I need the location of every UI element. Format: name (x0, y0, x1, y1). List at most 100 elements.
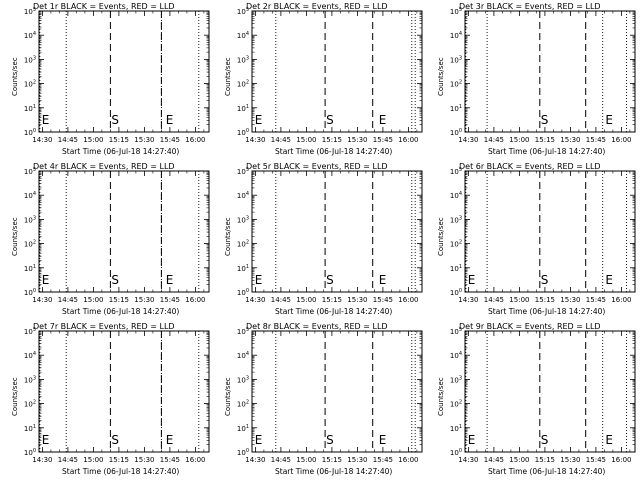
chart-panel: 100 101 102 103 104 105 14:30 14:45 15:00 15:15 15… (0, 0, 213, 160)
x-tick-label: 15:00 (83, 136, 103, 144)
y-tick-label: 102 (450, 400, 462, 409)
y-tick-label: 104 (237, 191, 249, 200)
panel-title: Det 5r BLACK = Events, RED = LLD (246, 162, 388, 171)
y-tick-label: 101 (24, 264, 36, 273)
x-axis-title: Start Time (06-Jul-18 14:27:40) (62, 147, 180, 156)
y-tick-label: 100 (24, 128, 36, 137)
x-tick-label: 16:00 (185, 296, 205, 304)
x-tick-label: 16:00 (398, 136, 418, 144)
y-axis-title: Counts/sec (11, 377, 19, 416)
y-tick-label: 104 (450, 351, 462, 360)
y-tick-label: 101 (450, 264, 462, 273)
x-axis-title: Start Time (06-Jul-18 14:27:40) (275, 467, 393, 476)
x-tick-label: 14:45 (58, 456, 78, 464)
y-tick-label: 103 (237, 55, 249, 64)
x-tick-label: 15:15 (322, 296, 342, 304)
end-marker-label: E (379, 113, 387, 127)
y-tick-label: 102 (24, 240, 36, 249)
y-tick-label: 101 (24, 104, 36, 113)
y-tick-label: 102 (237, 400, 249, 409)
x-tick-label: 14:30 (32, 296, 52, 304)
x-tick-label: 15:30 (347, 296, 367, 304)
x-tick-label: 15:15 (109, 456, 129, 464)
start-marker-label: S (111, 273, 119, 287)
x-tick-label: 15:15 (535, 296, 555, 304)
panel-title: Det 7r BLACK = Events, RED = LLD (33, 322, 175, 331)
plot-area: 100 101 102 103 104 105 14:30 14:45 15:00 15:15 15… (450, 7, 636, 144)
y-tick-label: 105 (450, 167, 462, 176)
plot-area: 100 101 102 103 104 105 14:30 14:45 15:00 15:15 15… (24, 167, 210, 304)
y-tick-label: 101 (450, 424, 462, 433)
y-tick-label: 105 (24, 167, 36, 176)
x-tick-label: 14:45 (58, 296, 78, 304)
start-marker-label: S (111, 113, 119, 127)
x-tick-label: 14:45 (271, 456, 291, 464)
panel-title: Det 3r BLACK = Events, RED = LLD (459, 2, 601, 11)
y-axis-title: Counts/sec (11, 217, 19, 256)
y-tick-label: 104 (24, 351, 36, 360)
y-tick-label: 101 (237, 264, 249, 273)
x-tick-label: 15:45 (373, 456, 393, 464)
x-tick-label: 15:30 (134, 296, 154, 304)
x-tick-label: 15:30 (560, 136, 580, 144)
start-marker-label: S (326, 273, 334, 287)
plot-frame (464, 10, 636, 133)
x-tick-label: 15:30 (560, 296, 580, 304)
y-tick-label: 104 (450, 31, 462, 40)
end-marker-label: E (468, 433, 476, 447)
plot-area: 100 101 102 103 104 105 14:30 14:45 15:00 15:15 15… (237, 327, 423, 464)
x-tick-label: 15:45 (586, 136, 606, 144)
x-tick-label: 15:30 (134, 456, 154, 464)
y-tick-label: 102 (237, 240, 249, 249)
y-tick-label: 103 (450, 375, 462, 384)
y-tick-label: 100 (450, 448, 462, 457)
panel-title: Det 8r BLACK = Events, RED = LLD (246, 322, 388, 331)
chart-panel: 100 101 102 103 104 105 14:30 14:45 15:00 15:15 15… (426, 160, 639, 320)
y-axis-title: Counts/sec (224, 377, 232, 416)
end-marker-label: E (166, 433, 174, 447)
x-tick-label: 15:15 (535, 136, 555, 144)
x-tick-label: 14:30 (32, 136, 52, 144)
x-tick-label: 14:45 (271, 296, 291, 304)
plot-area: 100 101 102 103 104 105 14:30 14:45 15:00 15:15 15… (237, 7, 423, 144)
chart-panel: 100 101 102 103 104 105 14:30 14:45 15:00 15:15 15… (213, 160, 426, 320)
start-marker-label: S (541, 113, 549, 127)
plot-frame (251, 170, 423, 293)
x-tick-label: 15:45 (586, 456, 606, 464)
plot-area: 100 101 102 103 104 105 14:30 14:45 15:00 15:15 15… (24, 327, 210, 464)
x-tick-label: 15:45 (160, 296, 180, 304)
plot-frame (251, 330, 423, 453)
end-marker-label: E (605, 273, 613, 287)
x-tick-label: 16:00 (611, 456, 631, 464)
y-tick-label: 103 (450, 55, 462, 64)
x-tick-label: 15:00 (83, 456, 103, 464)
panel-title: Det 1r BLACK = Events, RED = LLD (33, 2, 175, 11)
x-tick-label: 14:45 (484, 136, 504, 144)
x-tick-label: 16:00 (611, 136, 631, 144)
chart-panel: 100 101 102 103 104 105 14:30 14:45 15:00 15:15 15… (426, 320, 639, 480)
plot-area: 100 101 102 103 104 105 14:30 14:45 15:00 15:15 15… (450, 327, 636, 464)
plot-frame (38, 170, 210, 293)
y-tick-label: 101 (24, 424, 36, 433)
y-tick-label: 101 (237, 104, 249, 113)
plot-frame (251, 10, 423, 133)
end-marker-label: E (605, 433, 613, 447)
y-tick-label: 102 (237, 80, 249, 89)
y-tick-label: 105 (24, 327, 36, 336)
x-axis-title: Start Time (06-Jul-18 14:27:40) (488, 467, 606, 476)
x-tick-label: 15:15 (322, 456, 342, 464)
y-axis-title: Counts/sec (437, 217, 445, 256)
x-tick-label: 15:15 (109, 296, 129, 304)
x-tick-label: 15:00 (296, 456, 316, 464)
x-tick-label: 16:00 (398, 456, 418, 464)
y-tick-label: 101 (450, 104, 462, 113)
y-tick-label: 100 (24, 288, 36, 297)
y-axis-title: Counts/sec (224, 217, 232, 256)
start-marker-label: S (326, 113, 334, 127)
y-tick-label: 104 (24, 31, 36, 40)
x-tick-label: 15:45 (586, 296, 606, 304)
x-tick-label: 14:45 (271, 136, 291, 144)
end-marker-label: E (255, 433, 263, 447)
x-tick-label: 15:00 (509, 296, 529, 304)
start-marker-label: S (326, 433, 334, 447)
